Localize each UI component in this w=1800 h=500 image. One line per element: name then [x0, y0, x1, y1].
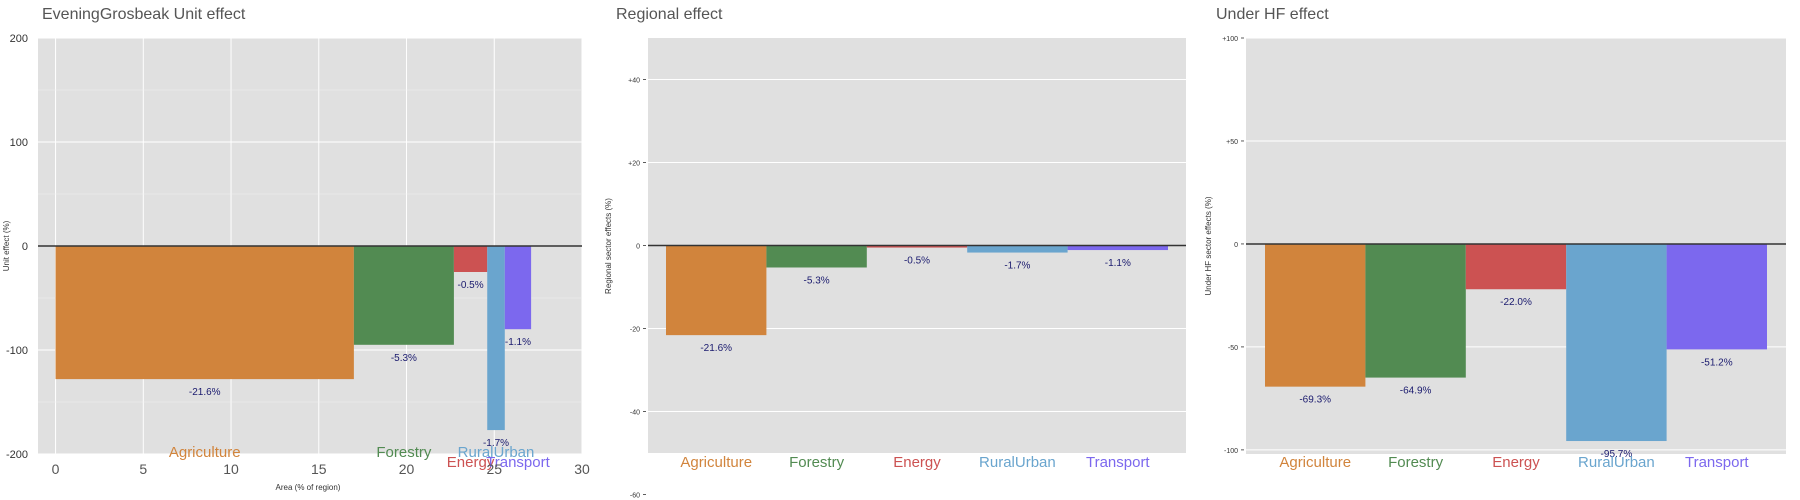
bar-transport	[1666, 243, 1767, 350]
under-hf-effect-title: Under HF effect	[1216, 6, 1329, 23]
y-tick-label: -20	[630, 327, 640, 334]
y-tick-label: -100	[1224, 448, 1238, 455]
data-label-forestry: -5.3%	[804, 275, 830, 286]
bar-forestry	[353, 246, 454, 345]
category-label-agriculture: Agriculture	[169, 444, 241, 461]
category-label-ruralurban: RuralUrban	[979, 454, 1056, 471]
category-label-forestry: Forestry	[376, 444, 432, 461]
data-label-energy: -22.0%	[1500, 297, 1532, 308]
data-label-transport: -51.2%	[1701, 357, 1733, 368]
y-tick-label: 200	[10, 33, 28, 45]
x-tick-label: 20	[399, 461, 415, 477]
category-label-energy: Energy	[893, 454, 941, 471]
unit-effect-panel: EveningGrosbeak Unit effect -21.6% Agricu…	[2, 6, 590, 492]
y-tick-label: 0	[1234, 242, 1238, 249]
bar-agriculture	[55, 246, 354, 380]
y-tick-label: +40	[628, 78, 640, 85]
data-label-transport: -1.1%	[505, 337, 531, 348]
category-label-energy: Energy	[447, 454, 495, 471]
data-label-ruralurban: -1.7%	[483, 438, 509, 449]
regional-effect-y-label: Regional sector effects (%)	[604, 198, 613, 294]
bar-ruralurban	[967, 245, 1068, 253]
under-hf-effect-panel: Under HF effect -69.3% Agriculture -64.9% F…	[1204, 6, 1786, 471]
data-label-ruralurban: -95.7%	[1601, 449, 1633, 460]
bar-energy	[1465, 243, 1567, 290]
y-tick-label: +20	[628, 161, 640, 168]
x-tick-label: 30	[574, 461, 590, 477]
y-tick-label: 100	[10, 137, 28, 149]
y-tick-label: -60	[630, 493, 640, 500]
data-label-transport: -1.1%	[1105, 258, 1131, 269]
bar-forestry	[766, 245, 867, 268]
data-label-agriculture: -21.6%	[700, 343, 732, 354]
data-label-agriculture: -69.3%	[1299, 395, 1331, 406]
category-label-forestry: Forestry	[1388, 454, 1444, 471]
category-label-ruralurban: RuralUrban	[458, 444, 535, 461]
under-hf-effect-y-label: Under HF sector effects (%)	[1204, 196, 1213, 295]
data-label-ruralurban: -1.7%	[1004, 261, 1030, 272]
y-tick-label: -40	[630, 410, 640, 417]
bar-agriculture	[1265, 243, 1366, 387]
y-tick-label: -100	[6, 345, 28, 357]
data-label-energy: -0.5%	[904, 256, 930, 267]
unit-effect-title: EveningGrosbeak Unit effect	[42, 6, 246, 23]
regional-effect-panel: Regional effect -21.6% Agriculture -5.3% Fo…	[604, 6, 1186, 500]
category-label-energy: Energy	[1492, 454, 1540, 471]
bar-energy	[453, 246, 488, 272]
y-tick-label: +100	[1222, 36, 1238, 43]
unit-effect-bars: -21.6% Agriculture -5.3% Forestry -0.5% Energ…	[55, 246, 551, 471]
category-label-transport: Transport	[486, 454, 550, 471]
unit-effect-x-ticks: 0 5 10 15 20 25 30	[52, 461, 590, 477]
data-label-energy: -0.5%	[458, 280, 484, 291]
y-tick-label: 0	[22, 241, 28, 253]
unit-effect-x-label: Area (% of region)	[276, 483, 341, 492]
y-tick-label: +50	[1226, 139, 1238, 146]
category-label-forestry: Forestry	[789, 454, 845, 471]
category-label-ruralurban: RuralUrban	[1578, 454, 1655, 471]
under-hf-effect-bars: -69.3% Agriculture -64.9% Forestry -22.0% Ene…	[1265, 243, 1767, 471]
bar-forestry	[1365, 243, 1466, 378]
data-label-forestry: -5.3%	[391, 353, 417, 364]
y-tick-label: -50	[1228, 345, 1238, 352]
x-tick-label: 10	[223, 461, 239, 477]
data-label-forestry: -64.9%	[1400, 386, 1432, 397]
unit-effect-y-label: Unit effect (%)	[2, 220, 11, 271]
bar-energy	[866, 245, 968, 248]
regional-effect-bars: -21.6% Agriculture -5.3% Forestry -0.5% Energ…	[666, 245, 1168, 471]
category-label-transport: Transport	[1685, 454, 1749, 471]
bar-ruralurban	[1566, 243, 1667, 442]
bar-transport	[1067, 245, 1168, 251]
regional-effect-title: Regional effect	[616, 6, 723, 23]
category-label-transport: Transport	[1086, 454, 1150, 471]
x-tick-label: 15	[311, 461, 327, 477]
x-tick-label: 25	[486, 461, 502, 477]
y-tick-label: -200	[6, 449, 28, 461]
bar-transport	[504, 246, 532, 330]
category-label-agriculture: Agriculture	[680, 454, 752, 471]
data-label-agriculture: -21.6%	[189, 387, 221, 398]
x-tick-label: 0	[52, 461, 60, 477]
unit-effect-y-ticks: 200 100 0 -100 -200	[6, 33, 28, 461]
under-hf-effect-y-ticks: +100 +50 0 -50 -100	[1222, 36, 1244, 455]
category-label-agriculture: Agriculture	[1279, 454, 1351, 471]
x-tick-label: 5	[139, 461, 147, 477]
regional-effect-y-ticks: +40 +20 0 -20 -40 -60	[628, 78, 646, 500]
bar-ruralurban	[487, 246, 505, 431]
y-tick-label: 0	[636, 244, 640, 251]
bar-agriculture	[666, 245, 767, 336]
